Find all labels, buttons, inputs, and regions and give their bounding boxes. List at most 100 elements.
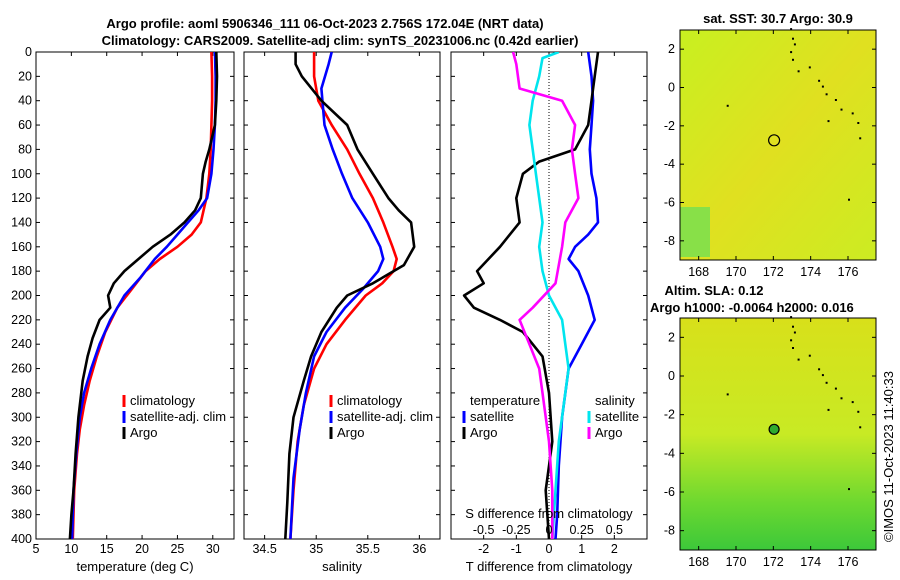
- y-tick-label: 300: [11, 410, 32, 424]
- salinity-y-ticks: [244, 51, 440, 540]
- sla-axes-box: [679, 317, 877, 551]
- s-tick-label: -0.25: [502, 523, 531, 537]
- x-tick-label: 0: [546, 542, 553, 556]
- s-difference-label: S difference from climatology: [465, 506, 633, 521]
- island: [821, 85, 824, 88]
- salinity-axes-box: [243, 51, 441, 540]
- y-tick-label: 20: [18, 69, 32, 83]
- y-tick-label: 60: [18, 118, 32, 132]
- figure-title-line2: Climatology: CARS2009. Satellite-adj cli…: [102, 33, 579, 48]
- y-tick-label: 240: [11, 337, 32, 351]
- map-x-tick-label: 176: [838, 265, 859, 279]
- salinity-lines: [284, 52, 416, 539]
- salinity-panel: 34.5 35 35.5 36 salinity climatology satell…: [243, 51, 441, 574]
- map-y-tick-label: -2: [664, 408, 675, 422]
- island: [851, 401, 854, 404]
- island: [827, 408, 830, 411]
- series-line-satellite-adj-clim: [70, 52, 217, 539]
- island: [834, 99, 837, 101]
- sst-field: [680, 30, 876, 260]
- y-tick-label: 280: [11, 386, 32, 400]
- island: [848, 488, 850, 491]
- difference-y-ticks: [451, 51, 647, 540]
- x-tick-label: 20: [135, 542, 149, 556]
- x-tick-label: 2: [611, 542, 618, 556]
- sst-coastline: [726, 28, 862, 201]
- map-y-tick-label: -6: [664, 485, 675, 499]
- x-tick-label: 25: [170, 542, 184, 556]
- map-x-tick-label: 176: [838, 555, 859, 569]
- legend-label-s-satellite: satellite: [595, 409, 639, 424]
- sla-field: [680, 318, 876, 550]
- map-y-tick-label: -8: [664, 234, 675, 248]
- island: [859, 137, 862, 140]
- legend-title-temperature: temperature: [470, 393, 540, 408]
- temperature-y-ticks: 0 20 40 60 80 100 120 140 160 180 200 220 240 260 280 3…: [11, 45, 234, 546]
- island: [792, 347, 794, 349]
- s-tick-label: 0: [546, 523, 553, 537]
- map-x-tick-label: 174: [800, 265, 821, 279]
- s-tick-label: -0.5: [473, 523, 495, 537]
- temperature-x-ticks: 5 10 15 20 25 30: [33, 52, 220, 556]
- map-y-tick-label: 2: [668, 42, 675, 56]
- island: [797, 358, 800, 361]
- island: [859, 426, 862, 429]
- sla-map-ticks: 168 170 172 174 176 2 0 -2 -4 -6 -8: [664, 318, 876, 569]
- map-x-tick-label: 172: [763, 555, 784, 569]
- x-tick-label: 30: [206, 542, 220, 556]
- figure-title-line1: Argo profile: aoml 5906346_111 06-Oct-20…: [106, 16, 543, 31]
- x-tick-label: -1: [511, 542, 522, 556]
- map-y-tick-label: 0: [668, 81, 675, 95]
- x-tick-label: 34.5: [252, 542, 276, 556]
- y-tick-label: 200: [11, 289, 32, 303]
- y-tick-label: 0: [25, 45, 32, 59]
- sst-axes-box: [679, 29, 877, 261]
- island: [857, 122, 860, 124]
- x-tick-label: 5: [33, 542, 40, 556]
- island: [834, 387, 837, 390]
- legend-label-satellite: satellite-adj. clim: [337, 409, 433, 424]
- y-tick-label: 380: [11, 508, 32, 522]
- island: [825, 381, 828, 384]
- island: [840, 108, 843, 111]
- island: [790, 28, 793, 31]
- sst-map-title: sat. SST: 30.7 Argo: 30.9: [703, 11, 853, 26]
- y-tick-label: 100: [11, 167, 32, 181]
- island: [792, 37, 794, 40]
- sla-coastline: [726, 316, 862, 491]
- y-tick-label: 80: [18, 142, 32, 156]
- series-line-salinity-argo: [511, 52, 580, 539]
- series-line-satellite-adj-clim: [289, 52, 385, 539]
- legend-label-climatology: climatology: [130, 393, 196, 408]
- island: [726, 393, 729, 396]
- map-x-tick-label: 172: [763, 265, 784, 279]
- y-tick-label: 40: [18, 94, 32, 108]
- y-tick-label: 320: [11, 435, 32, 449]
- island: [818, 368, 821, 371]
- map-x-tick-label: 170: [726, 555, 747, 569]
- sla-map-title-1: Altim. SLA: 0.12: [665, 283, 764, 298]
- y-tick-label: 260: [11, 362, 32, 376]
- salinity-x-ticks: 34.5 35 35.5 36: [252, 52, 426, 556]
- sla-argo-marker: [768, 423, 780, 435]
- s-tick-label: 0.25: [569, 523, 593, 537]
- map-y-tick-label: -4: [664, 446, 675, 460]
- map-x-tick-label: 168: [688, 555, 709, 569]
- y-tick-label: 400: [11, 532, 32, 546]
- map-x-tick-label: 170: [726, 265, 747, 279]
- sla-map: Altim. SLA: 0.12 Argo h1000: -0.0064 h20…: [650, 283, 877, 569]
- salinity-xlabel: salinity: [322, 559, 362, 574]
- y-tick-label: 160: [11, 240, 32, 254]
- island: [857, 410, 860, 413]
- map-y-tick-label: -2: [664, 119, 675, 133]
- legend-label-s-argo: Argo: [595, 425, 622, 440]
- temperature-xlabel: temperature (deg C): [76, 559, 193, 574]
- map-y-tick-label: 2: [668, 330, 675, 344]
- x-tick-label: 35: [309, 542, 323, 556]
- island: [790, 51, 793, 54]
- temperature-panel: 0 20 40 60 80 100 120 140 160 180 200 220 240 260 280 3…: [11, 45, 235, 574]
- series-line-argo: [68, 52, 219, 539]
- salinity-legend: climatology satellite-adj. clim Argo: [329, 393, 433, 440]
- difference-panel: -2 -1 0 1 2 S difference from climatology T …: [450, 51, 648, 574]
- temperature-axes-box: [35, 51, 235, 540]
